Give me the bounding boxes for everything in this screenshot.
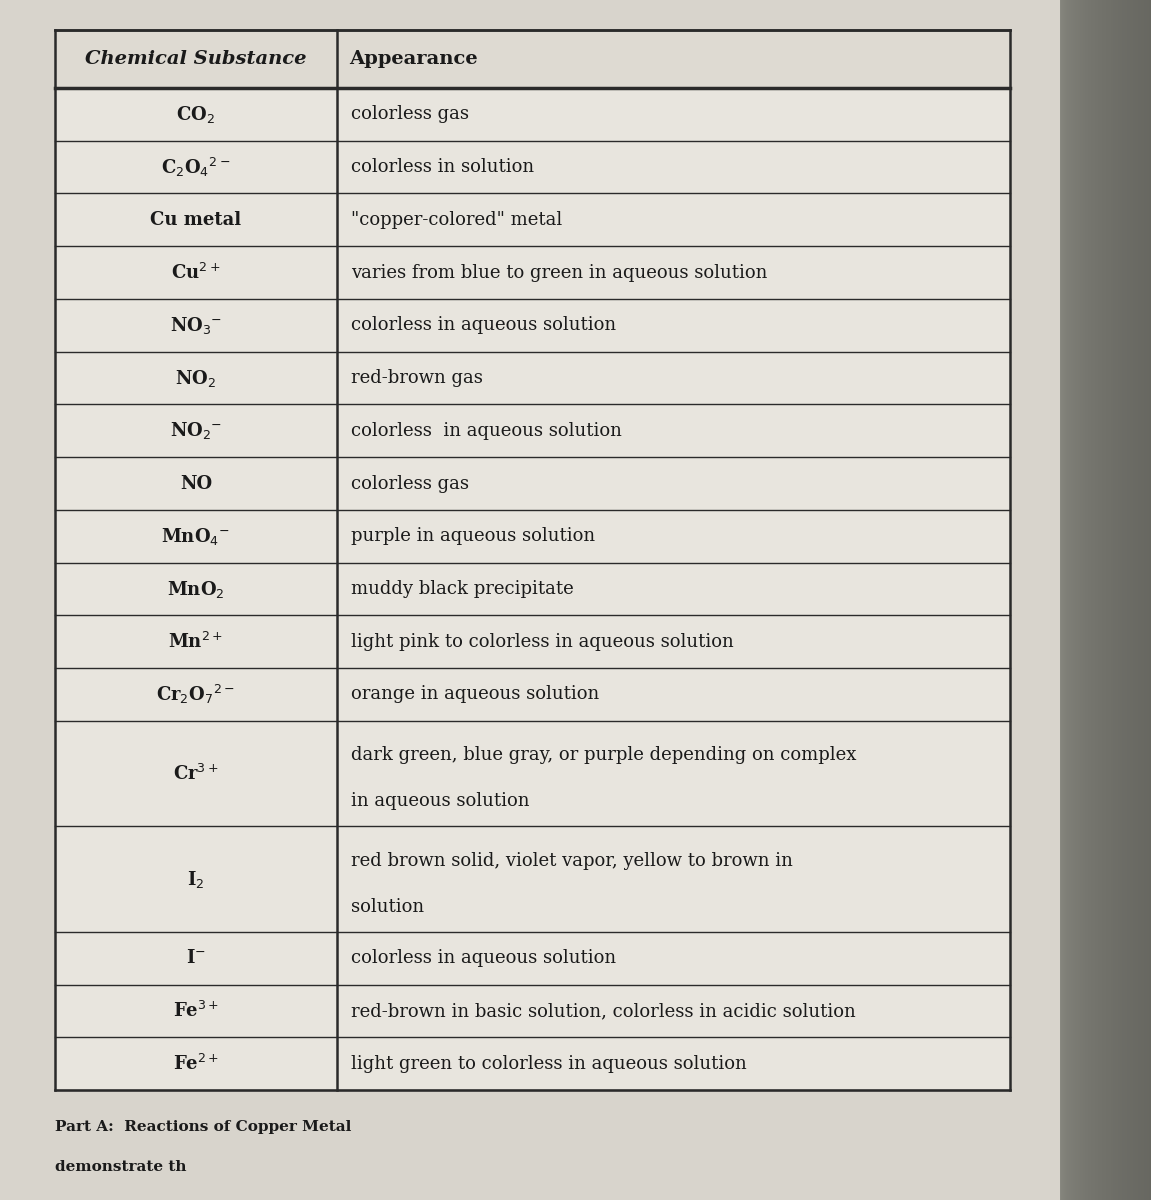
Text: MnO$_4$$^{-}$: MnO$_4$$^{-}$ [161,526,230,547]
Text: NO: NO [180,474,212,492]
Text: in aqueous solution: in aqueous solution [351,792,529,810]
Text: light pink to colorless in aqueous solution: light pink to colorless in aqueous solut… [351,632,733,650]
Bar [55,30,1009,88]
Text: orange in aqueous solution: orange in aqueous solution [351,685,599,703]
Text: colorless gas: colorless gas [351,106,468,124]
Text: NO$_2$: NO$_2$ [175,367,216,389]
Text: varies from blue to green in aqueous solution: varies from blue to green in aqueous sol… [351,264,767,282]
Text: solution: solution [351,898,424,916]
Text: I$^{-}$: I$^{-}$ [186,949,206,967]
Text: Cr$_2$O$_7$$^{2-}$: Cr$_2$O$_7$$^{2-}$ [157,683,235,706]
Text: colorless in aqueous solution: colorless in aqueous solution [351,317,616,335]
Text: Cu metal: Cu metal [151,211,242,229]
Text: red brown solid, violet vapor, yellow to brown in: red brown solid, violet vapor, yellow to… [351,852,793,870]
Text: colorless  in aqueous solution: colorless in aqueous solution [351,421,622,439]
Text: "copper-colored" metal: "copper-colored" metal [351,211,562,229]
Text: colorless in aqueous solution: colorless in aqueous solution [351,949,616,967]
Text: purple in aqueous solution: purple in aqueous solution [351,527,595,545]
Text: muddy black precipitate: muddy black precipitate [351,580,573,598]
Text: demonstrate th: demonstrate th [55,1160,186,1174]
Bar [1060,0,1151,1200]
Text: red-brown in basic solution, colorless in acidic solution: red-brown in basic solution, colorless i… [351,1002,855,1020]
Text: red-brown gas: red-brown gas [351,370,482,388]
Text: MnO$_2$: MnO$_2$ [167,578,224,600]
Text: Cr$^{3+}$: Cr$^{3+}$ [173,763,219,784]
Text: colorless gas: colorless gas [351,474,468,492]
Text: dark green, blue gray, or purple depending on complex: dark green, blue gray, or purple dependi… [351,746,856,764]
Text: NO$_3$$^{-}$: NO$_3$$^{-}$ [169,314,222,336]
Text: C$_2$O$_4$$^{2-}$: C$_2$O$_4$$^{2-}$ [161,156,230,179]
Text: Chemical Substance: Chemical Substance [85,50,306,68]
Text: Fe$^{3+}$: Fe$^{3+}$ [173,1001,219,1021]
Text: Fe$^{2+}$: Fe$^{2+}$ [173,1054,219,1074]
Text: NO$_2$$^{-}$: NO$_2$$^{-}$ [169,420,222,442]
Bar [55,0,1009,30]
Bar [55,30,1009,1090]
Text: Mn$^{2+}$: Mn$^{2+}$ [168,631,223,652]
Text: I$_2$: I$_2$ [188,869,205,889]
Text: Cu$^{2+}$: Cu$^{2+}$ [171,263,221,283]
Text: Appearance: Appearance [349,50,478,68]
Text: light green to colorless in aqueous solution: light green to colorless in aqueous solu… [351,1055,747,1073]
Text: Part A:  Reactions of Copper Metal: Part A: Reactions of Copper Metal [55,1120,351,1134]
Text: CO$_2$: CO$_2$ [176,104,215,125]
Text: colorless in solution: colorless in solution [351,158,534,176]
